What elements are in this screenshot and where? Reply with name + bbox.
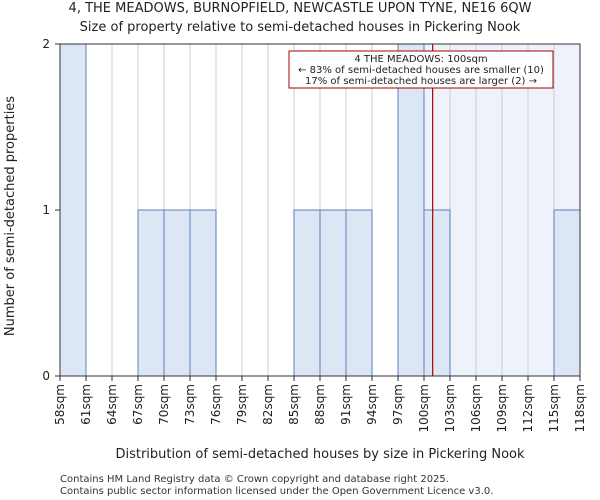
bar-91sqm	[345, 209, 373, 377]
bar-67sqm	[137, 209, 165, 377]
x-tick-label: 112sqm	[521, 384, 535, 432]
footer-copyright: Contains HM Land Registry data © Crown c…	[60, 474, 449, 485]
annotation-line-smaller: ← 83% of semi-detached houses are smalle…	[298, 65, 544, 76]
chart-subtitle: Size of property relative to semi-detach…	[80, 20, 521, 35]
x-tick-label: 118sqm	[573, 384, 587, 432]
y-tick-label: 0	[42, 369, 50, 383]
bars	[59, 43, 581, 377]
x-tick-label: 79sqm	[235, 384, 249, 425]
x-tick-label: 64sqm	[105, 384, 119, 425]
bar-115sqm	[553, 209, 581, 377]
x-tick-label: 82sqm	[261, 384, 275, 425]
x-tick-label: 103sqm	[443, 384, 457, 432]
bar-85sqm	[293, 209, 321, 377]
annotation-line-larger: 17% of semi-detached houses are larger (…	[305, 76, 537, 87]
bar-73sqm	[189, 209, 217, 377]
y-tick-label: 2	[42, 37, 50, 51]
x-tick-label: 106sqm	[469, 384, 483, 432]
bar-58sqm	[59, 43, 87, 377]
footer-licence: Contains public sector information licen…	[60, 486, 493, 497]
x-tick-label: 85sqm	[287, 384, 301, 425]
x-tick-label: 100sqm	[417, 384, 431, 432]
annotation-frame	[288, 50, 554, 89]
x-axis-label: Distribution of semi-detached houses by …	[115, 447, 525, 462]
x-tick-label: 73sqm	[183, 384, 197, 425]
annotation-line-address: 4 THE MEADOWS: 100sqm	[354, 54, 487, 65]
chart-title-address: 4, THE MEADOWS, BURNOPFIELD, NEWCASTLE U…	[69, 1, 532, 16]
y-ticks: 0 1 2	[42, 37, 60, 383]
x-tick-label: 67sqm	[131, 384, 145, 425]
bar-70sqm	[163, 209, 191, 377]
bar-100sqm	[423, 209, 451, 377]
x-tick-label: 70sqm	[157, 384, 171, 425]
bar-97sqm	[397, 43, 425, 377]
x-tick-label: 91sqm	[339, 384, 353, 425]
x-tick-label: 94sqm	[365, 384, 379, 425]
y-tick-label: 1	[42, 203, 50, 217]
x-tick-label: 61sqm	[79, 384, 93, 425]
x-tick-label: 88sqm	[313, 384, 327, 425]
x-tick-label: 97sqm	[391, 384, 405, 425]
x-tick-label: 115sqm	[547, 384, 561, 432]
x-tick-label: 109sqm	[495, 384, 509, 432]
x-tick-label: 58sqm	[53, 384, 67, 425]
y-axis-label: Number of semi-detached properties	[3, 96, 18, 336]
annotation-box: 4 THE MEADOWS: 100sqm ← 83% of semi-deta…	[288, 50, 554, 89]
x-ticks: 58sqm 61sqm 64sqm 67sqm 70sqm 73sqm 76sqm 79sqm…	[53, 376, 587, 432]
bar-88sqm	[319, 209, 347, 377]
x-tick-label: 76sqm	[209, 384, 223, 425]
